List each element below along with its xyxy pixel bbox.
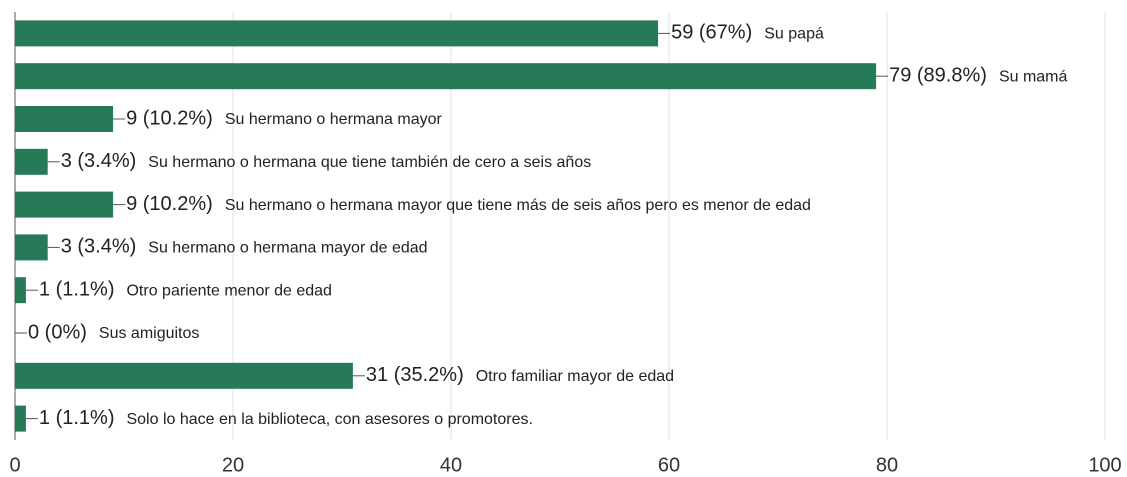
x-tick-label: 60 xyxy=(658,454,680,476)
value-label: 1 (1.1%) xyxy=(39,407,115,429)
bar xyxy=(15,148,48,175)
value-label: 59 (67%) xyxy=(671,22,752,44)
bar xyxy=(15,405,26,432)
bar xyxy=(15,362,353,389)
value-label: 79 (89.8%) xyxy=(889,64,987,86)
category-label: Su papá xyxy=(764,26,824,43)
category-label: Solo lo hace en la biblioteca, con aseso… xyxy=(126,411,532,428)
category-label: Su hermano o hermana mayor xyxy=(225,111,443,128)
bar xyxy=(15,106,114,132)
value-label: 1 (1.1%) xyxy=(39,278,115,300)
category-label: Su mamá xyxy=(999,68,1068,85)
bar xyxy=(15,191,114,218)
x-tick-label: 80 xyxy=(876,454,898,476)
value-label: 0 (0%) xyxy=(28,321,87,343)
category-label: Su hermano o hermana que tiene también d… xyxy=(148,154,591,171)
value-label: 9 (10.2%) xyxy=(126,107,213,129)
bar xyxy=(15,20,659,47)
category-label: Otro familiar mayor de edad xyxy=(476,368,674,385)
bar xyxy=(15,63,877,90)
bar xyxy=(15,277,26,304)
value-label: 3 (3.4%) xyxy=(61,150,137,172)
value-label: 9 (10.2%) xyxy=(126,193,213,215)
value-label: 3 (3.4%) xyxy=(61,236,137,258)
value-label: 31 (35.2%) xyxy=(366,364,464,386)
x-tick-label: 100 xyxy=(1088,454,1121,476)
category-label: Su hermano o hermana mayor que tiene más… xyxy=(225,197,811,214)
category-label: Sus amiguitos xyxy=(99,325,200,342)
x-tick-label: 40 xyxy=(440,454,462,476)
bar xyxy=(15,234,48,261)
x-tick-label: 20 xyxy=(222,454,244,476)
x-tick-label: 0 xyxy=(9,454,20,476)
category-label: Su hermano o hermana mayor de edad xyxy=(148,240,427,257)
category-label: Otro pariente menor de edad xyxy=(126,282,331,299)
